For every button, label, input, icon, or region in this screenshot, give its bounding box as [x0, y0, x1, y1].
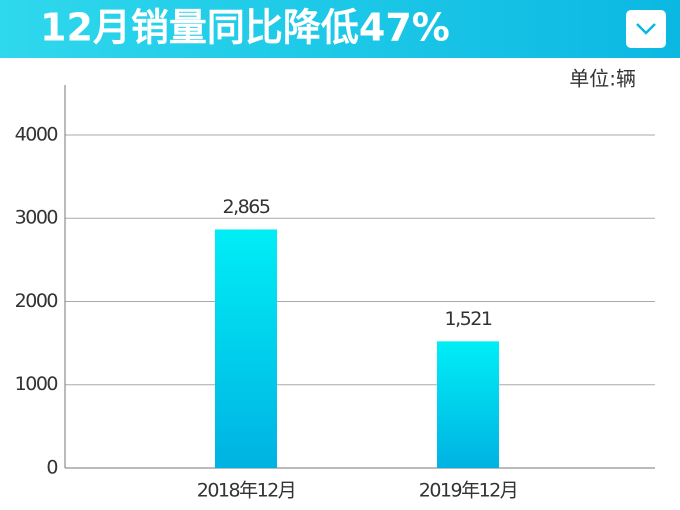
- y-tick-label: 3000: [15, 207, 58, 229]
- bar: [215, 229, 277, 468]
- y-tick-label: 2000: [15, 290, 58, 312]
- x-tick-label: 2018年12月: [197, 480, 296, 502]
- plot-area: 0 1000 2000 3000 4000 2,865 2018年12月 1,521 2019年…: [15, 85, 655, 502]
- value-label: 2,865: [223, 196, 270, 218]
- value-label: 1,521: [445, 308, 492, 330]
- y-tick-label: 0: [46, 457, 57, 479]
- unit-label: 单位:辆: [569, 67, 636, 91]
- bar: [437, 341, 499, 468]
- dropdown-button[interactable]: [626, 10, 666, 48]
- x-tick-label: 2019年12月: [419, 480, 518, 502]
- y-tick-label: 1000: [15, 373, 58, 395]
- chart-title: 12月销量同比降低47%: [40, 6, 450, 50]
- header-bar: [0, 0, 680, 58]
- chevron-icon: [636, 23, 656, 35]
- y-tick-label: 4000: [15, 123, 58, 145]
